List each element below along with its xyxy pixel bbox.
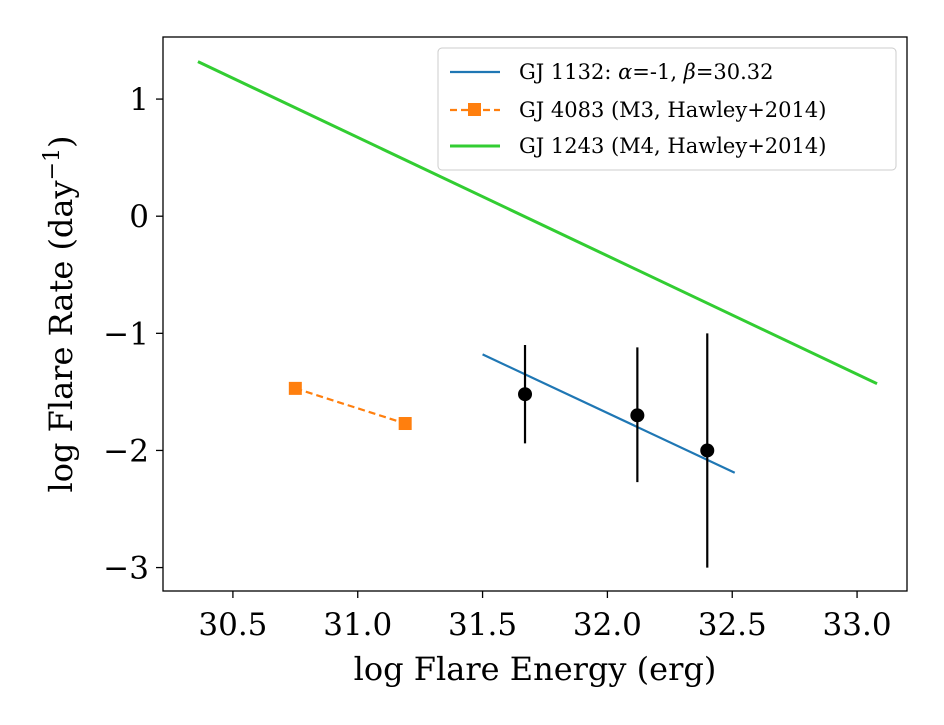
y-axis-label-main: log Flare Rate (day — [42, 180, 80, 492]
x-tick-label: 31.5 — [448, 607, 517, 643]
legend-label-gj1132-alpha: α — [618, 60, 632, 84]
y-axis-label-exponent: −1 — [40, 148, 65, 180]
legend-box — [437, 47, 897, 171]
legend-label-gj1132: GJ 1132: α=-1, β=30.32 — [519, 60, 774, 84]
legend: GJ 1132: α=-1, β=30.32 GJ 4083 (M3, Hawl… — [437, 47, 897, 171]
series-marker-1 — [398, 417, 412, 431]
legend-marker-gj4083 — [468, 103, 481, 116]
data-point — [630, 408, 645, 423]
legend-label-gj1132-beta: β — [683, 60, 696, 84]
y-axis-ticks: 1 0 −1 −2 −3 — [103, 82, 163, 587]
y-tick-label: −1 — [103, 316, 149, 352]
legend-label-gj1132-part1: GJ 1132: — [519, 60, 618, 84]
legend-label-gj1243: GJ 1243 (M4, Hawley+2014) — [519, 134, 826, 158]
series-marker-1 — [288, 381, 302, 395]
x-tick-label: 33.0 — [823, 607, 892, 643]
x-tick-label: 32.0 — [573, 607, 642, 643]
series-line-2 — [197, 60, 878, 386]
series-line-1 — [294, 387, 406, 425]
data-point — [700, 443, 715, 458]
y-tick-label: −2 — [103, 433, 149, 469]
y-axis-label-close: ) — [42, 136, 80, 148]
x-tick-label: 30.5 — [198, 607, 267, 643]
y-tick-label: 1 — [129, 82, 149, 118]
y-axis-label: log Flare Rate (day−1) — [40, 136, 80, 493]
x-tick-label: 32.5 — [698, 607, 767, 643]
y-tick-label: −3 — [103, 551, 149, 587]
plot-content — [197, 60, 878, 568]
legend-label-gj1132-part3: =-1, — [632, 60, 683, 84]
legend-label-gj1132-part5: =30.32 — [696, 60, 774, 84]
x-tick-label: 31.0 — [323, 607, 392, 643]
y-tick-label: 0 — [129, 199, 149, 235]
plot-frame — [162, 36, 908, 592]
x-axis-ticks: 30.5 31.0 31.5 32.0 32.5 33.0 — [198, 591, 892, 643]
data-point — [518, 387, 533, 402]
x-axis-label: log Flare Energy (erg) — [354, 650, 717, 688]
legend-label-gj4083: GJ 4083 (M3, Hawley+2014) — [519, 98, 826, 122]
